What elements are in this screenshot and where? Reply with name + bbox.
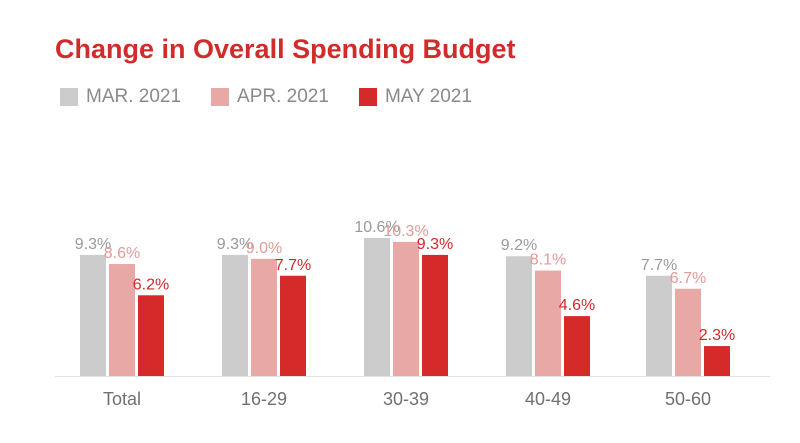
data-label: 10.6% — [354, 219, 399, 236]
data-label: 9.3% — [217, 236, 253, 253]
legend-label-mar-2021: MAR. 2021 — [86, 86, 182, 107]
data-label: 10.3% — [383, 223, 428, 240]
bar-apr-2021-40-49 — [535, 270, 561, 376]
data-label: 8.6% — [104, 245, 140, 262]
data-label: 4.6% — [559, 297, 595, 314]
legend-label-may-2021: MAY 2021 — [384, 86, 472, 107]
bar-may-2021-16-29 — [280, 275, 306, 376]
bar-mar-2021-16-29 — [222, 254, 248, 376]
chart-title: Change in Overall Spending Budget — [55, 34, 516, 64]
legend-swatch-may-2021 — [358, 88, 377, 106]
data-label: 6.2% — [133, 276, 169, 293]
bar-apr-2021-50-60 — [675, 288, 701, 376]
bar-mar-2021-50-60 — [646, 275, 672, 376]
bar-may-2021-50-60 — [704, 346, 730, 376]
bar-mar-2021-30-39 — [364, 238, 390, 376]
legend-swatch-mar-2021 — [60, 88, 78, 106]
bar-mar-2021-total — [80, 254, 106, 376]
x-tick-label: 30-39 — [383, 389, 429, 409]
bar-apr-2021-16-29 — [251, 258, 277, 376]
bar-mar-2021-40-49 — [506, 256, 532, 376]
legend-item-apr-2021: APR. 2021 — [211, 86, 329, 108]
x-tick-label: 40-49 — [525, 389, 571, 409]
legend-item-may-2021: MAY 2021 — [358, 86, 472, 108]
legend-label-apr-2021: APR. 2021 — [237, 86, 329, 107]
data-label: 8.1% — [530, 252, 566, 269]
bar-may-2021-total — [138, 295, 164, 376]
bar-may-2021-40-49 — [564, 316, 590, 376]
x-tick-label: 16-29 — [241, 389, 287, 409]
legend: MAR. 2021 APR. 2021 MAY 2021 — [60, 86, 502, 108]
legend-swatch-apr-2021 — [211, 88, 230, 106]
data-label: 7.7% — [275, 257, 311, 274]
data-label: 9.3% — [417, 236, 453, 253]
data-label: 2.3% — [699, 327, 735, 344]
data-label: 9.2% — [501, 237, 537, 254]
data-label: 6.7% — [670, 270, 706, 287]
legend-item-mar-2021: MAR. 2021 — [60, 86, 181, 108]
x-tick-label: 50-60 — [665, 389, 711, 409]
data-label: 9.0% — [246, 240, 282, 257]
bar-may-2021-30-39 — [422, 254, 448, 376]
bar-apr-2021-30-39 — [393, 241, 419, 376]
data-label: 9.3% — [75, 236, 111, 253]
data-label: 7.7% — [641, 257, 677, 274]
bar-apr-2021-total — [109, 264, 135, 376]
x-tick-label: Total — [103, 389, 141, 409]
